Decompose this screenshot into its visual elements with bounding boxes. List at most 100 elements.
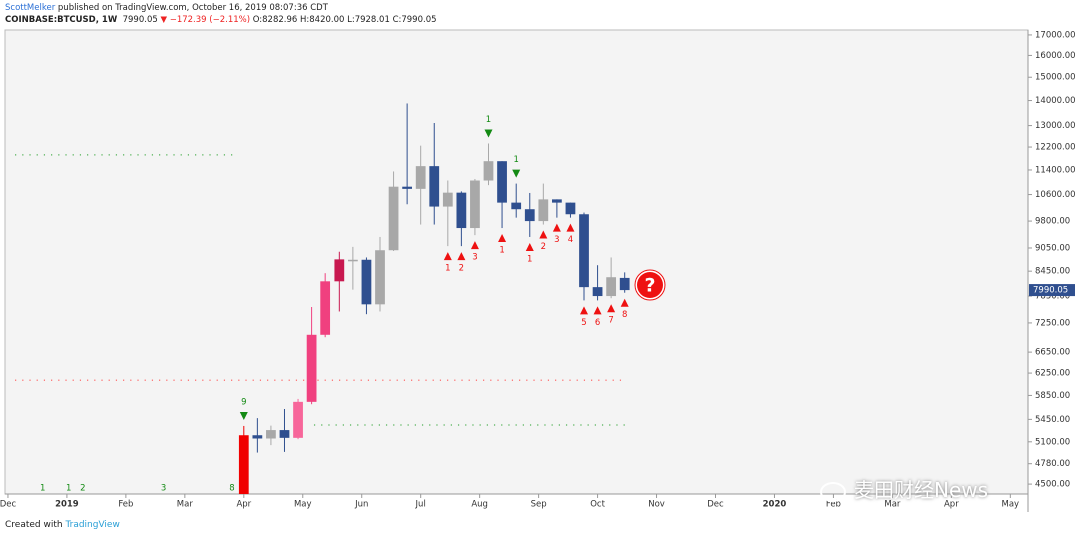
x-tick-label: Mar <box>177 500 194 510</box>
svg-text:?: ? <box>644 275 655 297</box>
plot-area <box>4 29 1029 495</box>
candle-body <box>511 202 522 210</box>
x-tick-label: Mar <box>884 500 901 510</box>
y-tick-label: 4780.00 <box>1035 459 1070 469</box>
last: 7990.05 <box>122 15 158 25</box>
sell-arrow <box>484 129 493 138</box>
candle-body <box>470 180 480 229</box>
y-tick-label: 6250.00 <box>1035 369 1070 379</box>
x-tick-label: 2019 <box>55 500 79 510</box>
label-below: 1 <box>445 264 450 274</box>
candle-body <box>442 192 453 207</box>
x-tick-label: Dec <box>707 500 724 510</box>
x-tick-label: Jun <box>354 500 368 510</box>
y-tick-label: 9800.00 <box>1035 217 1070 227</box>
buy-arrow <box>525 242 534 251</box>
candle-body <box>592 287 603 297</box>
y-tick-label: 5450.00 <box>1035 415 1070 425</box>
sell-arrow <box>512 169 521 178</box>
author[interactable]: ScottMelker <box>5 3 56 13</box>
footer-brand[interactable]: TradingView <box>65 520 120 530</box>
candle-body <box>347 259 358 262</box>
candle-body <box>334 259 345 282</box>
candle-body <box>306 334 317 402</box>
candle-body <box>402 186 413 189</box>
candle-body <box>252 435 263 439</box>
price-label: 7990.05 <box>1033 286 1068 296</box>
y-tick-label: 14000.00 <box>1035 96 1076 106</box>
candle-body <box>579 214 589 288</box>
bottom-annotation: 8 <box>229 484 234 494</box>
close: C:7990.05 <box>392 15 437 25</box>
buy-arrow <box>539 230 548 239</box>
y-tick-label: 9050.00 <box>1035 243 1070 253</box>
label-above: 1 <box>513 155 518 165</box>
bottom-annotation: 1 <box>66 484 71 494</box>
candle-body <box>456 192 467 229</box>
label-below: 4 <box>568 235 573 245</box>
x-tick-label: May <box>1002 500 1020 510</box>
y-tick-label: 4500.00 <box>1035 480 1070 490</box>
published: published on TradingView.com, October 16… <box>57 3 328 13</box>
symbol: COINBASE:BTCUSD, 1W <box>5 15 118 25</box>
candle-body <box>320 281 331 335</box>
y-tick-label: 5850.00 <box>1035 391 1070 401</box>
y-tick-label: 7250.00 <box>1035 318 1070 328</box>
label-below: 3 <box>554 235 559 245</box>
y-tick-label: 15000.00 <box>1035 73 1076 83</box>
candle-body <box>497 161 507 203</box>
sell-arrow <box>239 411 248 420</box>
price-box <box>1029 284 1075 297</box>
candle-body <box>619 277 630 291</box>
question-icon: ? <box>634 269 666 301</box>
y-tick-label: 5100.00 <box>1035 437 1070 447</box>
candle-body <box>388 186 399 251</box>
candle-body <box>279 430 290 438</box>
y-tick-label: 12200.00 <box>1035 143 1076 153</box>
candle-body <box>375 250 385 305</box>
candle-body <box>565 202 576 215</box>
y-tick-label: 16000.00 <box>1035 51 1076 61</box>
x-tick-label: Sep <box>531 500 547 510</box>
buy-arrow <box>443 252 452 261</box>
candle-body <box>524 209 535 222</box>
low: L:7928.01 <box>347 15 390 25</box>
label-above: 1 <box>486 115 491 125</box>
open: O:8282.96 <box>252 15 298 25</box>
label-below: 1 <box>499 246 504 256</box>
label-below: 2 <box>459 264 464 274</box>
x-tick-label: Nov <box>648 500 665 510</box>
x-tick-label: 2020 <box>763 500 787 510</box>
header: ScottMelker published on TradingView.com… <box>5 2 437 26</box>
candle-body <box>293 401 303 438</box>
buy-arrow <box>457 252 466 261</box>
high: H:8420.00 <box>300 15 345 25</box>
candle-body <box>415 166 426 189</box>
x-tick-label: Feb <box>118 500 133 510</box>
x-tick-label: Aug <box>471 500 488 510</box>
label-below: 1 <box>527 254 532 264</box>
buy-arrow <box>498 234 507 243</box>
bottom-annotation: 1 <box>40 484 45 494</box>
x-tick-label: Dec <box>0 500 16 510</box>
x-tick-label: Apr <box>944 500 959 510</box>
footer: Created with TradingView <box>5 520 120 530</box>
buy-arrow <box>470 241 479 250</box>
y-tick-label: 13000.00 <box>1035 121 1076 131</box>
candle-body <box>238 435 249 494</box>
candle-body <box>552 199 562 203</box>
candle-body <box>266 430 276 439</box>
y-tick-label: 17000.00 <box>1035 30 1076 40</box>
footer-text: Created with <box>5 520 63 530</box>
x-tick-label: Feb <box>826 500 841 510</box>
y-tick-label: 6650.00 <box>1035 348 1070 358</box>
label-below: 8 <box>622 310 627 320</box>
watermark-text: 麦田财经News <box>854 478 989 502</box>
buy-arrow <box>580 306 589 315</box>
y-tick-label: 10600.00 <box>1035 190 1076 200</box>
buy-arrow <box>607 304 616 313</box>
candle-body <box>429 166 440 207</box>
